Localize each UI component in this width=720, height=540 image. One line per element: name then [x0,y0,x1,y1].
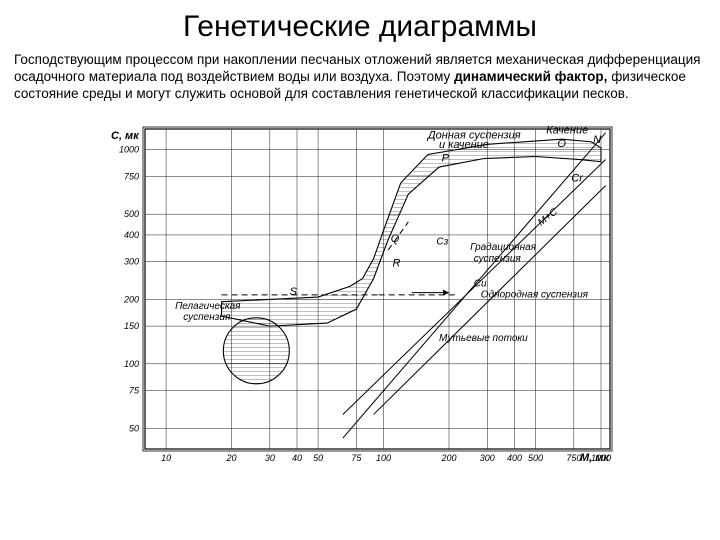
svg-text:300: 300 [124,256,139,266]
svg-text:Q: Q [391,233,400,245]
svg-text:10: 10 [161,453,171,463]
svg-text:O: O [557,138,566,150]
svg-text:300: 300 [480,453,495,463]
svg-text:Си: Си [474,278,487,289]
svg-text:75: 75 [351,453,362,463]
svg-text:Пелагическая: Пелагическая [175,301,241,312]
svg-text:Мутьевые потоки: Мутьевые потоки [439,332,528,343]
svg-text:200: 200 [440,453,456,463]
svg-text:100: 100 [376,453,391,463]
svg-text:суспензия: суспензия [474,253,522,264]
svg-text:20: 20 [226,453,237,463]
svg-text:Однородная суспензия: Однородная суспензия [481,289,589,300]
svg-text:Сз: Сз [436,236,448,247]
svg-text:500: 500 [528,453,543,463]
svg-text:Градационная: Градационная [470,242,537,253]
svg-text:S: S [290,285,298,297]
svg-text:Cr: Cr [571,172,584,184]
page-title: Генетические диаграммы [14,10,706,44]
svg-text:400: 400 [124,230,139,240]
para-bold: динамический фактор, [454,69,607,84]
intro-paragraph: Господствующим процессом при накоплении … [14,52,706,103]
svg-text:30: 30 [265,453,275,463]
svg-text:50: 50 [129,423,139,433]
svg-text:1000: 1000 [119,144,139,154]
svg-text:Качение: Качение [546,124,588,136]
svg-text:200: 200 [123,294,139,304]
svg-text:75: 75 [129,385,140,395]
svg-text:750: 750 [124,171,139,181]
genetic-diagram-chart: 10 20 30 40 50 75 100 200 300 400 500 750 1000 50 75 10… [90,111,630,481]
svg-text:400: 400 [507,453,522,463]
svg-text:R: R [393,257,401,269]
svg-text:M, мк: M, мк [580,452,610,464]
svg-text:и качение: и качение [439,139,489,151]
svg-text:100: 100 [124,358,139,368]
svg-text:500: 500 [124,209,139,219]
svg-text:N: N [593,134,601,146]
svg-text:150: 150 [124,321,139,331]
svg-text:40: 40 [292,453,302,463]
svg-text:C, мк: C, мк [111,130,140,142]
svg-text:суспензия: суспензия [183,312,231,323]
svg-text:P: P [442,152,450,164]
svg-text:50: 50 [313,453,323,463]
